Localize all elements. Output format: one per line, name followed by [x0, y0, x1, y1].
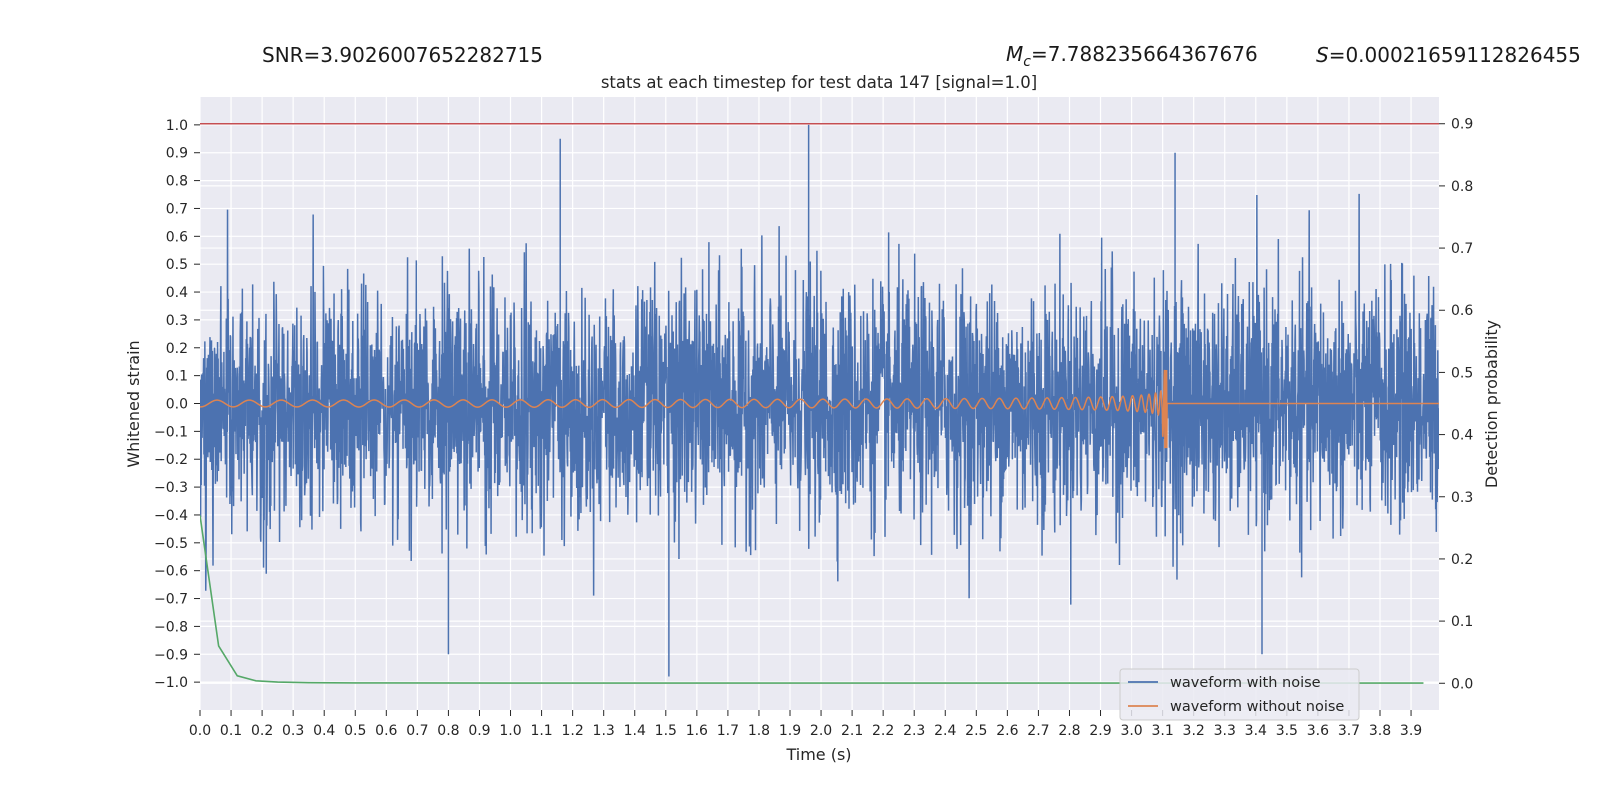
y-tick-label: −0.7 — [154, 592, 188, 608]
x-tick-label: 0.4 — [313, 723, 335, 739]
series-detection-probability — [200, 515, 1424, 684]
y2-tick-label: 0.5 — [1451, 365, 1473, 381]
x-tick-label: 3.0 — [1120, 723, 1142, 739]
chart-title: stats at each timestep for test data 147… — [601, 73, 1037, 92]
x-tick-label: 2.4 — [934, 723, 956, 739]
x-tick-label: 1.3 — [593, 723, 615, 739]
legend-box — [1119, 668, 1360, 721]
y-tick-label: 0.3 — [166, 313, 188, 329]
x-tick-label: 1.4 — [624, 723, 646, 739]
y-tick-label: 1.0 — [166, 118, 188, 134]
spin-value: =0.00021659112826455 — [1329, 43, 1581, 67]
x-tick-label: 3.3 — [1214, 723, 1236, 739]
x-tick-label: 2.9 — [1089, 723, 1111, 739]
x-axis-label: Time (s) — [785, 745, 851, 764]
x-tick-label: 3.4 — [1245, 723, 1267, 739]
y-tick-label: −0.6 — [154, 564, 188, 580]
y2-tick-label: 0.7 — [1451, 241, 1473, 257]
y-tick-label: −0.4 — [154, 508, 188, 524]
y-tick-label: 0.8 — [166, 174, 188, 190]
y2-tick-label: 0.2 — [1451, 552, 1473, 568]
x-tick-label: 2.6 — [996, 723, 1018, 739]
y2-axis-label: Detection probability — [1482, 320, 1501, 488]
x-axis-ticks: 0.0 0.1 0.2 0.3 0.4 0.5 0.6 0.7 0.8 0.9 1.0 1.1 1.2 1… — [189, 710, 1422, 739]
x-tick-label: 1.2 — [561, 723, 583, 739]
y-tick-label: 0.9 — [166, 146, 188, 162]
x-tick-label: 3.8 — [1369, 723, 1391, 739]
x-tick-label: 0.0 — [189, 723, 211, 739]
y-tick-label: −0.3 — [154, 480, 188, 496]
y-tick-label: 0.7 — [166, 201, 188, 217]
y-tick-label: −0.5 — [154, 536, 188, 552]
x-tick-label: 0.9 — [468, 723, 490, 739]
y2-tick-label: 0.4 — [1451, 428, 1473, 444]
y-tick-label: −1.0 — [154, 675, 188, 691]
x-tick-label: 2.3 — [903, 723, 925, 739]
x-tick-label: 0.2 — [251, 723, 273, 739]
y-tick-label: −0.8 — [154, 619, 188, 635]
y-tick-label: 0.4 — [166, 285, 188, 301]
y2-tick-label: 0.6 — [1451, 303, 1473, 319]
x-tick-label: 1.1 — [530, 723, 552, 739]
x-tick-label: 2.8 — [1058, 723, 1080, 739]
spin-symbol: S — [1316, 43, 1329, 67]
x-tick-label: 2.2 — [872, 723, 894, 739]
x-tick-label: 1.6 — [686, 723, 708, 739]
y-tick-label: 0.6 — [166, 229, 188, 245]
chirp-mass-subscript: c — [1023, 54, 1031, 70]
x-tick-label: 1.8 — [748, 723, 770, 739]
chirp-mass-readout: Mc=7.788235664367676 — [1006, 42, 1258, 70]
series-waveform-without-noise — [200, 369, 1439, 449]
legend-entry-waveform-without-noise: waveform without noise — [1170, 699, 1344, 715]
x-tick-label: 3.9 — [1400, 723, 1422, 739]
x-tick-label: 3.5 — [1276, 723, 1298, 739]
x-tick-label: 2.5 — [965, 723, 987, 739]
snr-readout: SNR=3.9026007652282715 — [262, 43, 543, 67]
y2-tick-label: 0.0 — [1451, 676, 1473, 692]
x-tick-label: 1.0 — [499, 723, 521, 739]
x-tick-label: 0.5 — [344, 723, 366, 739]
x-tick-label: 1.7 — [717, 723, 739, 739]
y-axis-label: Whitened strain — [124, 340, 143, 467]
y-tick-label: −0.9 — [154, 647, 188, 663]
x-tick-label: 0.8 — [437, 723, 459, 739]
x-tick-label: 3.7 — [1338, 723, 1360, 739]
y2-tick-label: 0.9 — [1451, 117, 1473, 133]
x-tick-label: 2.7 — [1027, 723, 1049, 739]
y-tick-label: 0.5 — [166, 257, 188, 273]
x-tick-label: 3.6 — [1307, 723, 1329, 739]
y2-tick-label: 0.3 — [1451, 490, 1473, 506]
x-tick-label: 2.0 — [810, 723, 832, 739]
y-axis-ticks: 1.0 0.9 0.8 0.7 0.6 0.5 0.4 0.3 0.2 0.1 0.0 −0.1 −0.… — [154, 118, 200, 691]
x-tick-label: 0.6 — [375, 723, 397, 739]
y-tick-label: 0.0 — [166, 397, 188, 413]
y2-tick-label: 0.8 — [1451, 179, 1473, 195]
chirp-mass-symbol: M — [1006, 42, 1023, 66]
y-tick-label: 0.1 — [166, 369, 188, 385]
x-tick-label: 0.7 — [406, 723, 428, 739]
x-tick-label: 2.1 — [841, 723, 863, 739]
x-tick-label: 0.3 — [282, 723, 304, 739]
x-tick-label: 0.1 — [220, 723, 242, 739]
x-tick-label: 3.1 — [1151, 723, 1173, 739]
x-tick-label: 3.2 — [1183, 723, 1205, 739]
chirp-mass-value: =7.788235664367676 — [1031, 42, 1258, 66]
legend: waveform with noise waveform without noi… — [1119, 668, 1360, 721]
y2-axis-ticks: 0.9 0.8 0.7 0.6 0.5 0.4 0.3 0.2 0.1 0.0 — [1439, 117, 1473, 692]
legend-entry-waveform-with-noise: waveform with noise — [1170, 675, 1321, 691]
spin-readout: S=0.00021659112826455 — [1316, 43, 1581, 67]
y-tick-label: 0.2 — [166, 341, 188, 357]
y2-tick-label: 0.1 — [1451, 614, 1473, 630]
y-tick-label: −0.1 — [154, 424, 188, 440]
series-waveform-with-noise — [200, 124, 1439, 677]
x-tick-label: 1.9 — [779, 723, 801, 739]
x-tick-label: 1.5 — [655, 723, 677, 739]
y-tick-label: −0.2 — [154, 452, 188, 468]
